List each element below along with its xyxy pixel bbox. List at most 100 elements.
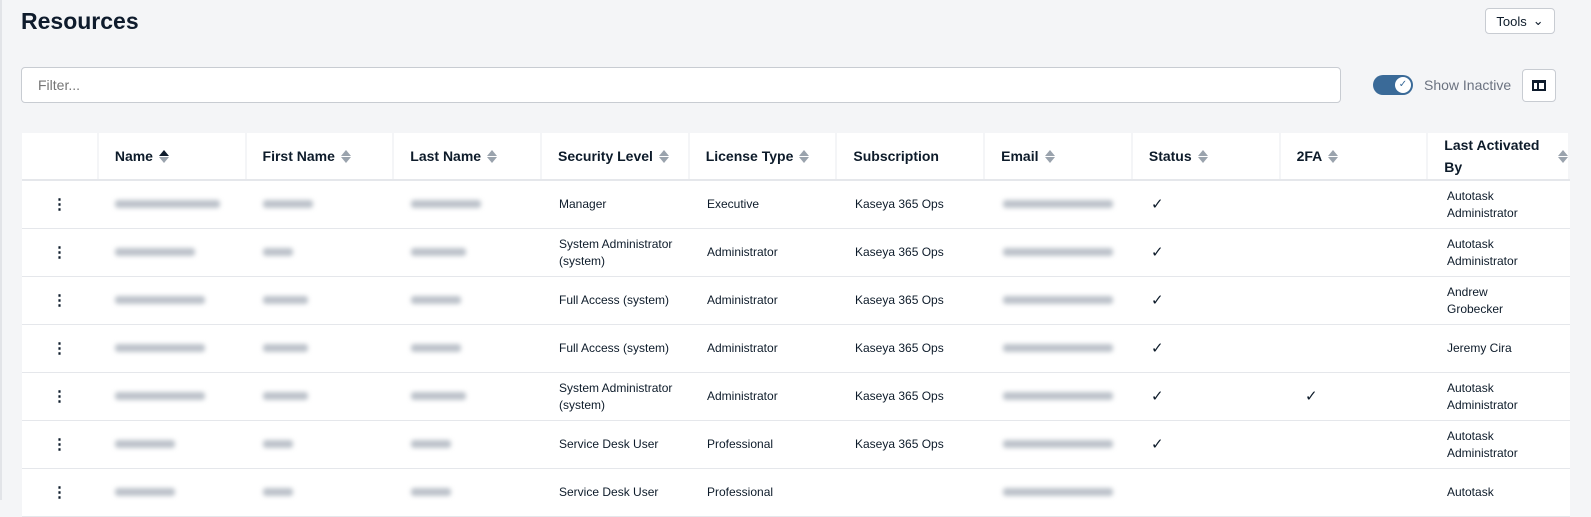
first-name-cell — [247, 484, 393, 501]
table-row[interactable]: ⋮ Service Desk User Professional Kaseya … — [22, 421, 1570, 469]
subscription-cell: Kaseya 365 Ops — [855, 341, 944, 355]
license-type-cell: Administrator — [707, 341, 778, 355]
status-check-icon: ✓ — [1151, 388, 1164, 405]
name-cell — [99, 484, 245, 501]
column-label: Name — [114, 148, 153, 164]
email-cell — [987, 436, 1133, 453]
column-header-last-activated-by[interactable]: Last Activated By — [1428, 133, 1569, 179]
license-type-cell: Administrator — [707, 389, 778, 403]
column-label: Security Level — [557, 148, 653, 164]
sort-icon[interactable] — [1328, 149, 1339, 163]
column-label: Last Name — [410, 148, 482, 164]
table-row[interactable]: ⋮ Full Access (system) Administrator Kas… — [22, 325, 1570, 373]
page-title: Resources — [21, 8, 139, 34]
row-menu-icon[interactable]: ⋮ — [52, 196, 67, 213]
column-label: Last Activated By — [1444, 137, 1540, 175]
column-chooser-button[interactable] — [1522, 69, 1556, 102]
first-name-cell — [247, 340, 393, 357]
filter-input[interactable] — [21, 67, 1341, 103]
column-header-last-name[interactable]: Last Name — [394, 133, 540, 179]
table-row[interactable]: ⋮ Full Access (system) Administrator Kas… — [22, 277, 1570, 325]
show-inactive-label: Show Inactive — [1424, 77, 1512, 93]
security-level-cell: Service Desk User — [559, 437, 659, 451]
last-name-cell — [395, 388, 541, 405]
sort-icon[interactable] — [1197, 149, 1208, 163]
column-header-status[interactable]: Status — [1132, 133, 1279, 179]
column-header-email[interactable]: Email — [985, 133, 1131, 179]
last-name-cell — [395, 196, 541, 213]
column-label: First Name — [262, 148, 335, 164]
status-check-icon: ✓ — [1151, 244, 1164, 261]
column-header-security-level[interactable]: Security Level — [541, 133, 688, 179]
last-activated-by-cell: Autotask Administrator — [1447, 428, 1518, 460]
license-type-cell: Administrator — [707, 293, 778, 307]
subscription-cell: Kaseya 365 Ops — [855, 389, 944, 403]
first-name-cell — [247, 436, 393, 453]
last-activated-by-cell: Andrew Grobecker — [1447, 284, 1504, 316]
subscription-cell: Kaseya 365 Ops — [855, 437, 944, 451]
row-menu-icon[interactable]: ⋮ — [52, 388, 67, 405]
chevron-down-icon: ⌄ — [1532, 13, 1544, 28]
column-header-first-name[interactable]: First Name — [246, 133, 393, 179]
column-header-license-type[interactable]: License Type — [689, 133, 836, 179]
first-name-cell — [247, 388, 393, 405]
status-check-icon: ✓ — [1151, 436, 1164, 453]
table-row[interactable]: ⋮ System Administrator (system) Administ… — [22, 229, 1570, 277]
show-inactive-toggle[interactable]: ✓ — [1373, 75, 1413, 95]
last-activated-by-cell: Jeremy Cira — [1447, 341, 1512, 355]
last-name-cell — [395, 340, 541, 357]
name-cell — [99, 388, 245, 405]
column-label: Subscription — [853, 148, 939, 164]
sort-icon[interactable] — [340, 149, 351, 163]
row-menu-icon[interactable]: ⋮ — [52, 244, 67, 261]
table-row[interactable]: ⋮ Manager Executive Kaseya 365 Ops ✓ Aut… — [22, 181, 1570, 229]
sort-icon[interactable] — [1044, 149, 1055, 163]
tools-button[interactable]: Tools ⌄ — [1485, 8, 1555, 34]
security-level-cell: Full Access (system) — [559, 341, 670, 355]
sort-icon[interactable] — [1558, 149, 1569, 163]
last-activated-by-cell: Autotask Administrator — [1447, 188, 1518, 220]
table-row[interactable]: ⋮ System Administrator (system) Administ… — [22, 373, 1570, 421]
last-name-cell — [395, 292, 541, 309]
license-type-cell: Administrator — [707, 245, 778, 259]
table-row[interactable]: ⋮ Service Desk User Professional Autotas… — [22, 469, 1570, 517]
sort-icon[interactable] — [487, 149, 498, 163]
column-header-2fa[interactable]: 2FA — [1280, 133, 1427, 179]
column-label: 2FA — [1296, 148, 1323, 164]
subscription-cell: Kaseya 365 Ops — [855, 197, 944, 211]
name-cell — [99, 292, 245, 309]
row-menu-icon[interactable]: ⋮ — [52, 292, 67, 309]
sort-icon[interactable] — [799, 149, 810, 163]
email-cell — [987, 244, 1133, 261]
row-menu-icon[interactable]: ⋮ — [52, 436, 67, 453]
column-label: Status — [1148, 148, 1192, 164]
security-level-cell: Service Desk User — [559, 485, 659, 499]
security-level-cell: System Administrator (system) — [559, 380, 673, 412]
row-menu-icon[interactable]: ⋮ — [52, 484, 67, 501]
first-name-cell — [247, 292, 393, 309]
first-name-cell — [247, 196, 393, 213]
last-name-cell — [395, 436, 541, 453]
security-level-cell: Full Access (system) — [559, 293, 670, 307]
resources-table: Name First Name Last Name Security Level Lic… — [22, 133, 1570, 517]
subscription-cell: Kaseya 365 Ops — [855, 293, 944, 307]
column-header-subscription[interactable]: Subscription — [837, 133, 984, 179]
column-label: Email — [1001, 148, 1039, 164]
email-cell — [987, 484, 1133, 501]
row-menu-icon[interactable]: ⋮ — [52, 340, 67, 357]
last-activated-by-cell: Autotask Administrator — [1447, 236, 1518, 268]
sort-icon[interactable] — [658, 149, 669, 163]
sort-icon[interactable] — [158, 149, 169, 163]
license-type-cell: Executive — [707, 197, 760, 211]
columns-icon — [1532, 80, 1546, 91]
status-check-icon: ✓ — [1151, 340, 1164, 357]
name-cell — [99, 196, 245, 213]
license-type-cell: Professional — [707, 485, 774, 499]
first-name-cell — [247, 244, 393, 261]
security-level-cell: System Administrator (system) — [559, 236, 673, 268]
last-activated-by-cell: Autotask — [1447, 485, 1494, 499]
name-cell — [99, 244, 245, 261]
name-cell — [99, 436, 245, 453]
2fa-check-icon: ✓ — [1305, 388, 1318, 405]
column-header-name[interactable]: Name — [98, 133, 245, 179]
